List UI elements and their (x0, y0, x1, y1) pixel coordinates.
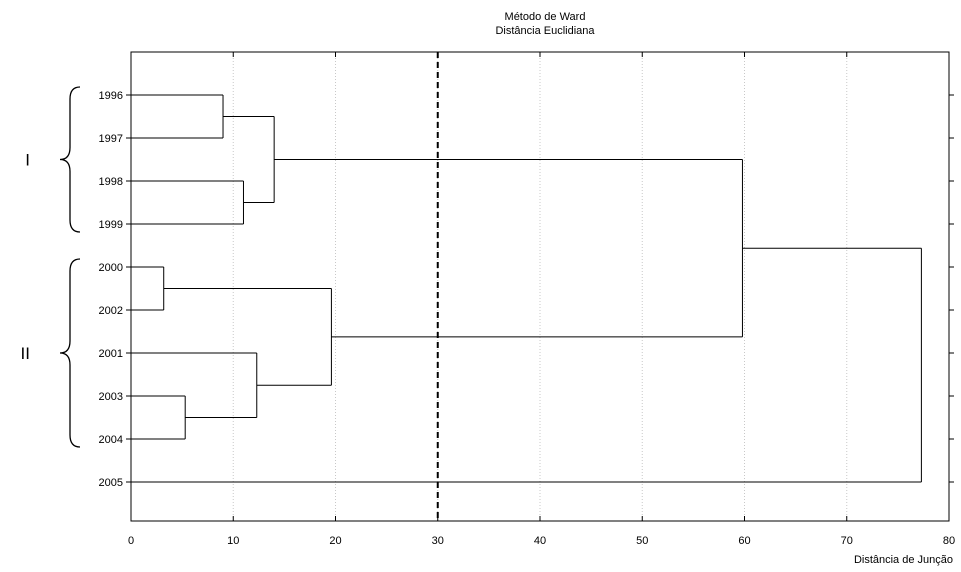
leaf-label: 1996 (99, 90, 123, 102)
leaf-label: 2001 (99, 348, 123, 360)
group-braces: III (21, 86, 81, 448)
leaf-label: 1998 (99, 176, 123, 188)
x-tick-label: 10 (227, 535, 239, 547)
group-label: II (21, 344, 30, 363)
group-brace (59, 258, 81, 448)
leaf-label: 1999 (99, 219, 123, 231)
leaf-label: 2003 (99, 391, 123, 403)
group-brace (59, 86, 81, 233)
x-tick-label: 20 (329, 535, 341, 547)
chart-subtitle: Distância Euclidiana (495, 25, 595, 37)
group-label: I (25, 151, 30, 170)
x-axis: 0 10 20 30 40 50 60 70 80 (128, 52, 955, 547)
chart-title: Método de Ward (504, 11, 586, 23)
x-tick-label: 70 (841, 535, 853, 547)
x-tick-label: 30 (432, 535, 444, 547)
x-tick-label: 50 (636, 535, 648, 547)
x-tick-label: 60 (738, 535, 750, 547)
x-tick-label: 80 (943, 535, 955, 547)
leaf-label: 2002 (99, 305, 123, 317)
x-tick-label: 40 (534, 535, 546, 547)
leaf-label: 1997 (99, 133, 123, 145)
leaf-label: 2000 (99, 262, 123, 274)
grid-lines (232, 52, 848, 521)
leaf-label: 2005 (99, 477, 123, 489)
y-axis: 1996 1997 1998 1999 2000 2002 2001 2003 2004 2005 (99, 90, 954, 489)
dendrogram-tree (131, 94, 922, 483)
x-axis-label: Distância de Junção (853, 554, 953, 566)
leaf-label: 2004 (99, 434, 123, 446)
x-tick-label: 0 (128, 535, 134, 547)
